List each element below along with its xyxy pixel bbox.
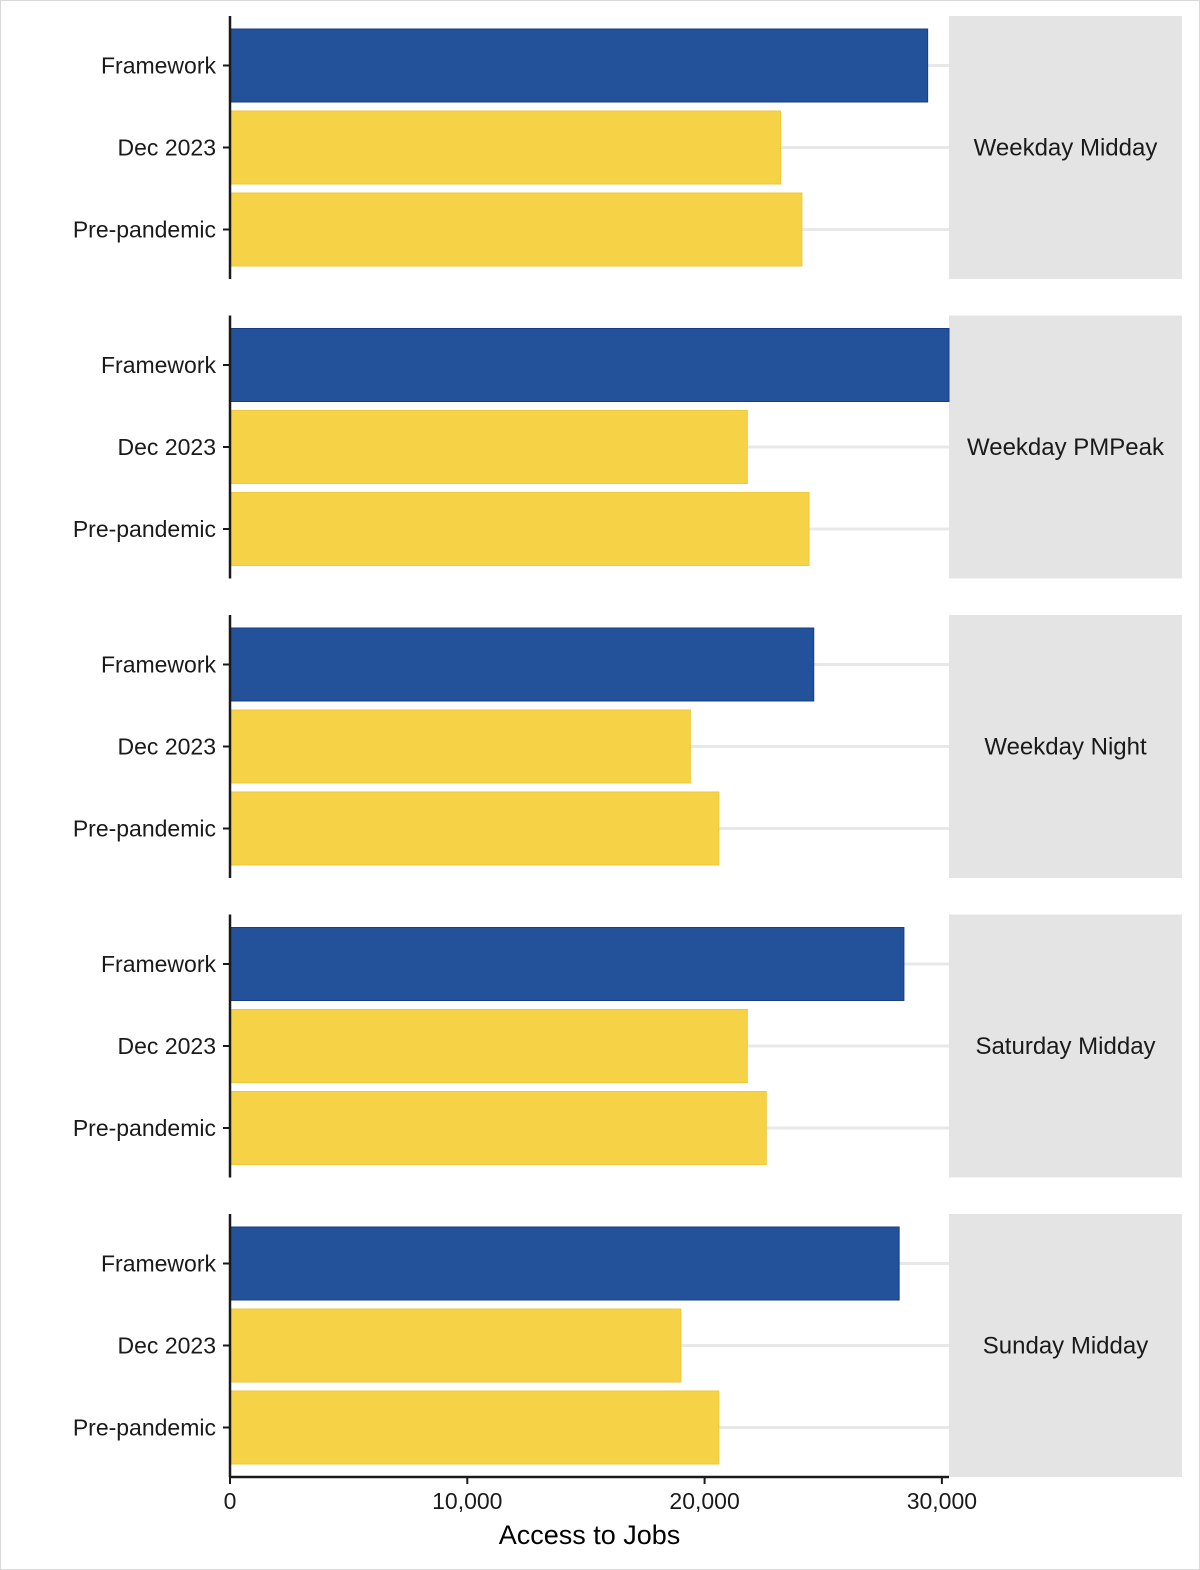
y-tick-label: Framework [101, 951, 217, 977]
x-tick-label: 20,000 [669, 1488, 739, 1514]
bar-dec-2023 [229, 410, 748, 484]
y-tick-label: Framework [101, 652, 217, 678]
y-tick-label: Framework [101, 352, 217, 378]
facet-strip-label: Weekday Midday [974, 135, 1158, 162]
bar-pre-pandemic [229, 1091, 767, 1165]
y-tick-label: Pre-pandemic [73, 1415, 216, 1441]
y-tick-label: Dec 2023 [118, 1333, 216, 1359]
facet-strip [949, 615, 1182, 878]
y-tick-label: Pre-pandemic [73, 1115, 216, 1141]
bar-pre-pandemic [229, 192, 803, 267]
bar-framework [229, 328, 950, 402]
x-tick-label: 30,000 [907, 1488, 977, 1514]
facet-strip [949, 1214, 1182, 1477]
bar-pre-pandemic [229, 492, 810, 566]
facet-strip [949, 914, 1182, 1178]
y-tick-label: Pre-pandemic [73, 217, 216, 243]
y-tick-label: Dec 2023 [118, 135, 216, 161]
y-tick-label: Dec 2023 [118, 434, 216, 460]
y-tick-label: Pre-pandemic [73, 816, 216, 842]
y-tick-label: Framework [101, 53, 217, 79]
bar-framework [229, 627, 815, 702]
x-tick-label: 0 [224, 1488, 237, 1514]
facet-strip-label: Weekday Night [984, 734, 1147, 761]
facet-strip-label: Saturday Midday [975, 1033, 1155, 1060]
bar-pre-pandemic [229, 791, 720, 866]
bar-dec-2023 [229, 709, 691, 784]
bar-dec-2023 [229, 1308, 682, 1383]
y-tick-label: Dec 2023 [118, 1033, 216, 1059]
bar-pre-pandemic [229, 1390, 720, 1465]
facet-strip-label: Weekday PMPeak [967, 434, 1165, 461]
facet-strip [949, 16, 1182, 279]
y-tick-label: Pre-pandemic [73, 516, 216, 542]
y-tick-label: Framework [101, 1251, 217, 1277]
bar-dec-2023 [229, 110, 782, 185]
facet-strip [949, 315, 1182, 579]
bar-framework [229, 927, 905, 1001]
x-tick-label: 10,000 [432, 1488, 502, 1514]
y-tick-label: Dec 2023 [118, 734, 216, 760]
bar-dec-2023 [229, 1009, 748, 1083]
bar-framework [229, 28, 929, 103]
bar-framework [229, 1226, 900, 1301]
x-axis-title: Access to Jobs [499, 1520, 681, 1550]
facet-strip-label: Sunday Midday [983, 1333, 1148, 1360]
